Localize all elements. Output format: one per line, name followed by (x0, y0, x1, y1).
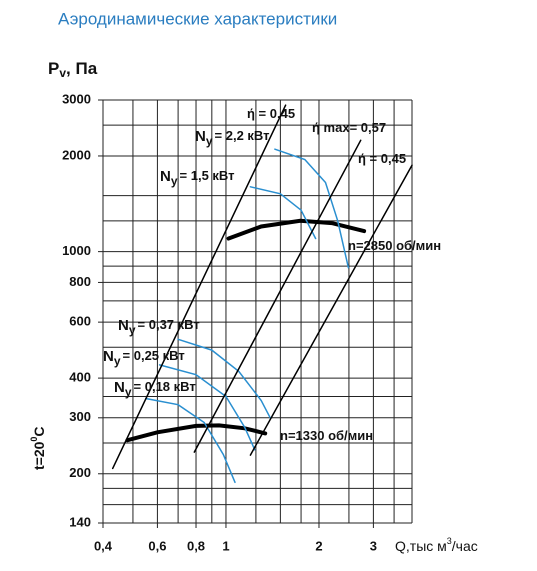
temp-main: t=20 (31, 441, 47, 470)
chart-title: Аэродинамические характеристики (58, 9, 337, 28)
curve (249, 164, 413, 456)
y-tick-label: 800 (69, 274, 91, 289)
annotation: ή = 0,45 (358, 151, 406, 166)
annotation-text: ή = 0,45 (247, 106, 295, 121)
annotation-text: = 1,5 кВт (180, 168, 235, 183)
annotation: n=1330 об/мин (280, 428, 373, 443)
annotation-sub: y (114, 354, 121, 368)
x-tick-label: 0,6 (148, 538, 166, 553)
annotation-text: = 0,37 кВт (138, 317, 200, 332)
y-tick-label: 140 (69, 514, 91, 529)
annotation-main: N (195, 128, 206, 145)
y-tick-label: 600 (69, 314, 91, 329)
x-tick-label: 0,4 (94, 538, 113, 553)
y-label-unit: , Па (66, 59, 98, 78)
annotation: Ny = 0,37 кВт (118, 317, 200, 337)
y-tick-label: 400 (69, 370, 91, 385)
temperature-label: t=200C (29, 426, 46, 470)
temp-sup: 0 (29, 437, 39, 442)
annotation-text: n=2850 об/мин (348, 238, 441, 253)
annotation-text: ή max= 0,57 (312, 120, 386, 135)
y-label-main: P (48, 59, 59, 78)
temp-unit: C (31, 426, 47, 436)
curve (249, 186, 317, 240)
annotation-sub: y (129, 323, 136, 337)
annotation-text: = 2,2 кВт (215, 128, 270, 143)
curve (226, 218, 367, 241)
y-tick-label: 1000 (62, 243, 91, 258)
curve (125, 423, 268, 443)
y-tick-label: 3000 (62, 91, 91, 106)
y-tick-label: 2000 (62, 147, 91, 162)
annotation-sub: y (125, 385, 132, 399)
annotation: n=2850 об/мин (348, 238, 441, 253)
annotation-main: N (103, 348, 114, 365)
curve (111, 104, 287, 470)
annotation: Ny = 2,2 кВт (195, 128, 270, 148)
x-tick-label: 2 (315, 538, 322, 553)
annotation-sub: y (171, 174, 178, 188)
y-tick-label: 200 (69, 465, 91, 480)
annotation: ή = 0,45 (247, 106, 295, 121)
annotation: ή max= 0,57 (312, 120, 386, 135)
curve (193, 139, 362, 453)
x-label-unit: /час (452, 538, 478, 554)
annotation-text: n=1330 об/мин (280, 428, 373, 443)
x-tick-label: 0,8 (187, 538, 205, 553)
annotation-text: = 0,18 кВт (134, 379, 196, 394)
y-tick-label: 300 (69, 409, 91, 424)
annotation: Ny = 0,18 кВт (114, 379, 196, 399)
curve (144, 397, 236, 484)
annotation: Ny = 0,25 кВт (103, 348, 185, 368)
annotation: Ny = 1,5 кВт (160, 168, 235, 188)
curve (177, 338, 271, 419)
x-label-main: Q,тыс м (395, 538, 447, 554)
x-axis-label: Q,тыс м3/час (395, 536, 478, 553)
x-tick-label: 1 (222, 538, 229, 553)
x-label-sup: 3 (447, 536, 452, 546)
annotation-main: N (160, 168, 171, 185)
curve (274, 148, 350, 269)
y-label-sub: v (59, 66, 66, 80)
y-axis-label: Pv, Па (48, 59, 98, 80)
curve (158, 364, 256, 451)
annotation-main: N (118, 317, 129, 334)
annotation-sub: y (206, 134, 213, 148)
annotation-text: = 0,25 кВт (123, 348, 185, 363)
annotation-main: N (114, 379, 125, 396)
annotation-text: ή = 0,45 (358, 151, 406, 166)
x-tick-label: 3 (370, 538, 377, 553)
